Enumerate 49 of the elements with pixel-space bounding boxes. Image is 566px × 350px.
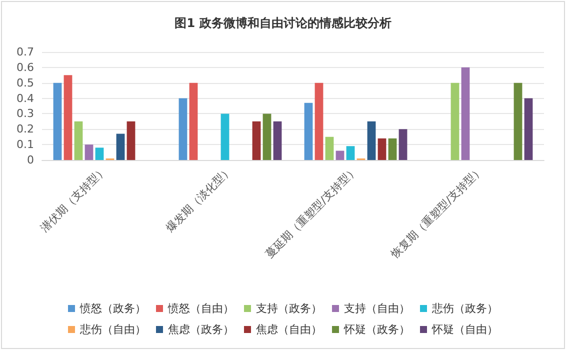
y-tick-label: 0.1 (16, 138, 34, 152)
legend-label: 怀疑（自由） (431, 323, 498, 336)
bar (126, 121, 136, 160)
bar (325, 136, 334, 160)
bar (189, 82, 198, 160)
x-tick-label: 潜伏期（支持型） (38, 163, 110, 235)
legend-label: 悲伤（政务） (431, 302, 498, 315)
bar (84, 144, 94, 160)
bar (524, 98, 533, 160)
bar (314, 82, 324, 160)
bar (178, 98, 188, 160)
bar (116, 134, 125, 160)
bar (220, 114, 230, 160)
bar (336, 150, 344, 160)
y-tick-label: 0.4 (16, 92, 34, 105)
legend-label: 支持（自由） (344, 302, 410, 315)
legend-label: 怀疑（政务） (343, 323, 410, 336)
bar (252, 121, 261, 160)
legend-label: 悲伤（自由） (79, 323, 146, 336)
bar (273, 121, 282, 160)
y-tick-label: 0.7 (16, 46, 34, 58)
bar (304, 102, 313, 160)
bar (398, 129, 408, 160)
bar (378, 138, 386, 160)
y-tick-label: 0.2 (16, 122, 34, 136)
y-tick-label: 0 (27, 154, 34, 166)
bar (64, 75, 72, 160)
x-tick-label: 蔓延期（重塑型/支持型） (262, 163, 360, 261)
legend-label: 焦虑（政务） (168, 323, 234, 336)
bar (95, 148, 104, 160)
bar (450, 82, 460, 160)
legend-label: 支持（政务） (256, 302, 322, 315)
y-tick-label: 0.6 (16, 60, 34, 74)
legend-label: 愤怒（政务） (79, 302, 146, 315)
chart-title: 图1 政务微博和自由讨论的情感比较分析 (174, 16, 392, 30)
bar (388, 138, 397, 160)
bar (461, 67, 470, 160)
bar (514, 82, 522, 160)
legend-label: 焦虑（自由） (256, 323, 322, 336)
y-tick-label: 0.5 (16, 76, 34, 90)
y-tick-label: 0.3 (16, 107, 34, 120)
bar (53, 82, 62, 160)
x-tick-label: 恢复期（重塑型/支持型） (388, 163, 486, 262)
bar (367, 121, 376, 160)
bar (262, 114, 272, 160)
bar (74, 121, 83, 160)
x-tick-label: 爆发期（淡化型） (163, 163, 235, 235)
bar (346, 146, 355, 160)
legend-label: 愤怒（自由） (167, 302, 234, 315)
